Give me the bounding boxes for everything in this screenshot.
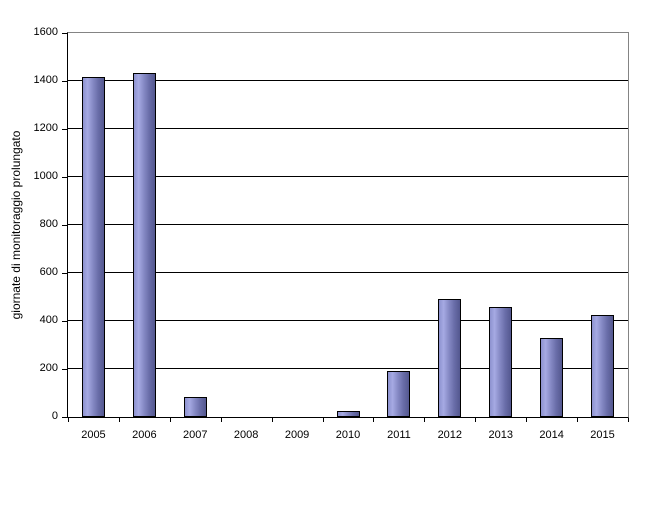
y-tick-mark <box>62 321 67 322</box>
y-tick-label: 200 <box>39 362 58 374</box>
y-tick-label: 1000 <box>33 170 58 182</box>
y-tick-mark <box>62 225 67 226</box>
x-tick-label: 2013 <box>488 429 513 441</box>
y-tick-mark <box>62 33 67 34</box>
x-tick-mark <box>323 418 324 422</box>
x-tick-label: 2011 <box>387 429 411 441</box>
y-tick-mark <box>62 369 67 370</box>
bar-2012 <box>438 299 462 417</box>
bar-2010 <box>336 411 360 417</box>
bar-2005 <box>82 77 105 417</box>
bar-2014 <box>540 338 564 417</box>
x-tick-label: 2012 <box>437 429 463 441</box>
x-tick-mark <box>373 418 374 422</box>
plot-area <box>67 32 629 418</box>
bar-2015 <box>591 315 614 417</box>
y-tick-mark <box>62 81 67 82</box>
y-tick-mark <box>62 273 67 274</box>
x-tick-label: 2010 <box>335 429 361 441</box>
gridline <box>68 176 628 177</box>
y-tick-mark <box>62 417 67 418</box>
x-tick-label: 2009 <box>284 429 310 441</box>
y-tick-label: 1600 <box>33 26 58 38</box>
x-tick-label: 2005 <box>81 429 106 441</box>
x-tick-mark <box>424 418 425 422</box>
y-tick-label: 0 <box>51 410 58 422</box>
x-tick-mark <box>68 418 69 422</box>
y-tick-label: 1400 <box>33 74 58 86</box>
bar-2006 <box>132 73 156 417</box>
y-tick-label: 800 <box>39 218 58 230</box>
gridline <box>68 320 628 321</box>
x-tick-mark <box>272 418 273 422</box>
x-tick-label: 2008 <box>233 429 259 441</box>
bar-2011 <box>387 371 411 417</box>
x-tick-mark <box>221 418 222 422</box>
y-tick-label: 600 <box>39 266 58 278</box>
x-tick-mark <box>577 418 578 422</box>
x-tick-label: 2015 <box>590 429 615 441</box>
x-tick-mark <box>475 418 476 422</box>
x-tick-label: 2007 <box>183 429 208 441</box>
bar-2007 <box>183 397 207 417</box>
y-tick-label: 1200 <box>33 122 58 134</box>
x-tick-mark <box>526 418 527 422</box>
x-tick-label: 2014 <box>539 429 564 441</box>
gridline <box>68 368 628 369</box>
y-tick-mark <box>62 129 67 130</box>
bar-2013 <box>489 307 513 417</box>
gridline <box>68 272 628 273</box>
gridline <box>68 80 628 81</box>
x-tick-label: 2006 <box>132 429 157 441</box>
gridline <box>68 128 628 129</box>
y-tick-label: 400 <box>39 314 58 326</box>
y-tick-mark <box>62 177 67 178</box>
gridline <box>68 224 628 225</box>
x-tick-mark <box>119 418 120 422</box>
x-tick-mark <box>628 418 629 422</box>
x-tick-mark <box>170 418 171 422</box>
